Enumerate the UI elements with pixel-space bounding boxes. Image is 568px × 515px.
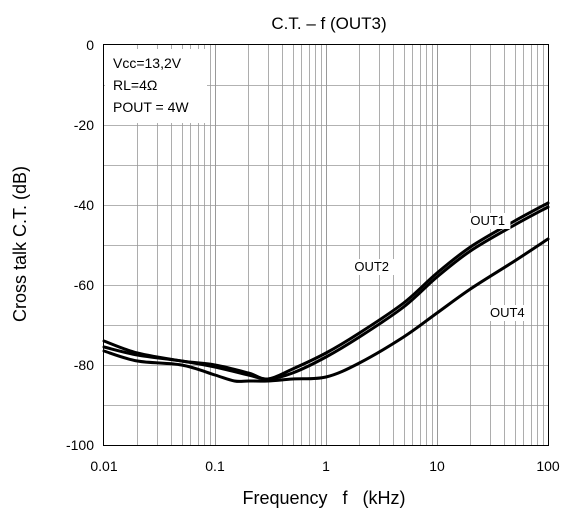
series-line-out4 (102, 237, 550, 383)
series-label-out2: OUT2 (354, 259, 389, 274)
conditions-box (105, 49, 207, 123)
x-tick-label: 1 (322, 458, 330, 474)
axis-ticks: 0.01 0.1 1 10 100 0 -20 -40 -60 -80 -100 (66, 37, 560, 474)
y-tick-label: -40 (74, 197, 94, 213)
x-tick-label: 0.01 (90, 458, 117, 474)
condition-vcc: Vcc=13,2V (113, 55, 182, 71)
x-tick-label: 10 (429, 458, 445, 474)
series-label-background (487, 305, 530, 321)
y-tick-label: -60 (74, 277, 94, 293)
x-tick-label: 100 (536, 458, 560, 474)
condition-rl: RL=4Ω (113, 77, 157, 93)
series-line-out2 (102, 205, 550, 381)
series-label-out4: OUT4 (490, 305, 525, 320)
y-tick-label: -80 (74, 357, 94, 373)
series-label-background (468, 213, 511, 229)
x-axis-label: Frequency f (kHz) (242, 488, 405, 508)
series-label-background (352, 259, 395, 275)
y-axis-label: Cross talk C.T. (dB) (10, 166, 30, 322)
condition-pout: POUT = 4W (113, 99, 189, 115)
x-tick-label: 0.1 (205, 458, 225, 474)
series-lines (102, 201, 550, 383)
y-tick-label: 0 (86, 37, 94, 53)
chart-title: C.T. – f (OUT3) (271, 14, 386, 33)
y-tick-label: -100 (66, 437, 94, 453)
series-label-out1: OUT1 (470, 213, 505, 228)
series-labels: OUT1 OUT2 OUT4 (352, 213, 530, 321)
y-tick-label: -20 (74, 117, 94, 133)
plot-frame (103, 44, 549, 446)
